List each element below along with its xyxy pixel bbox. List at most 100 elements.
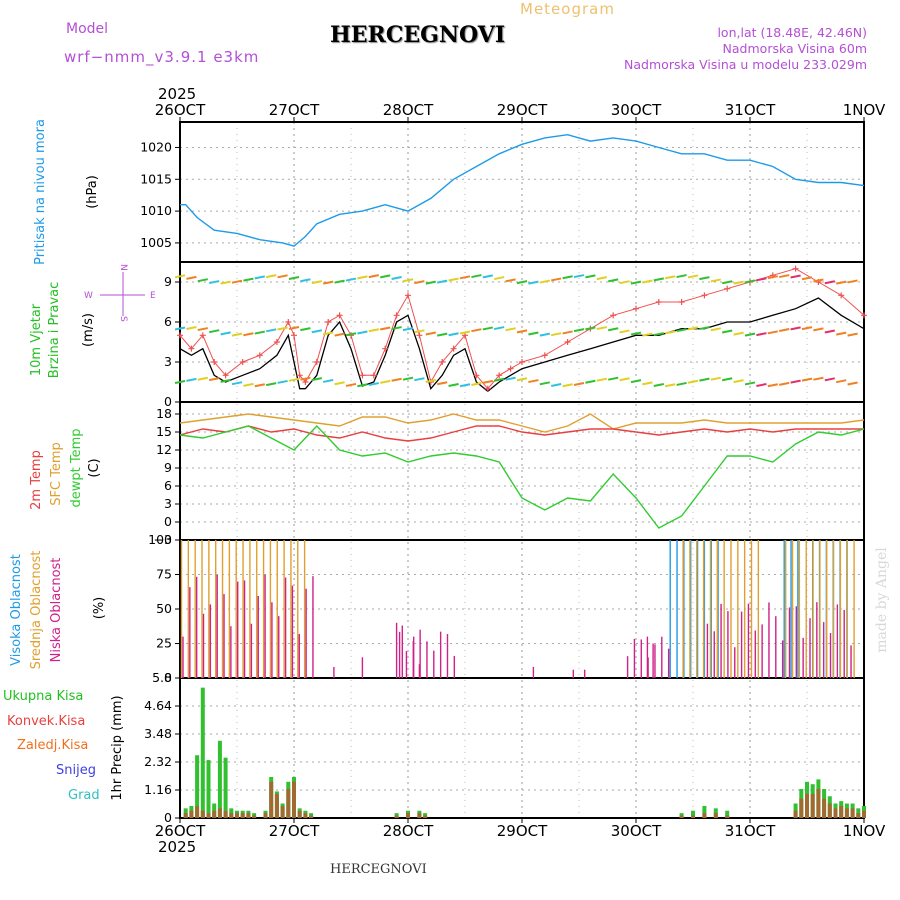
wind-direction-arrow [539,279,550,284]
precip-conv-bar [274,793,279,818]
wind-axis-label-2: Brzina i Pravac [47,282,62,379]
wind-direction-arrow [288,377,300,382]
wind-direction-arrow [847,279,858,284]
precip-conv-bar [713,813,718,818]
wind-direction-arrow [779,328,790,333]
wind-direction-arrow [300,278,311,283]
y-tick-label: 6 [164,478,172,493]
wind-direction-arrow [174,326,186,331]
wind-direction-arrow [779,381,790,386]
wind-direction-arrow [448,332,459,337]
gust-marker [507,365,514,372]
wind-direction-arrow [676,381,687,386]
wind-direction-arrow [562,383,573,388]
wind-direction-arrow [744,279,756,284]
wind-direction-arrow [710,376,721,381]
precip-conv-bar [679,815,684,818]
wind-direction-arrow [197,278,208,283]
wind-direction-arrow [813,376,824,381]
y-tick-label: 9 [164,460,172,475]
wind-direction-arrow [494,377,505,382]
wind-direction-arrow [220,378,231,383]
wind-direction-arrow [174,380,186,384]
pressure-line [180,133,864,247]
wind-direction-arrow [277,274,288,279]
wind-direction-arrow [756,277,767,282]
wind-direction-arrow [722,377,733,382]
precip-conv-bar [206,813,211,818]
wind-direction-arrow [494,326,505,331]
wind-direction-arrow [699,276,710,281]
wind-direction-arrow [642,381,653,386]
gust-marker [450,345,457,352]
precip-unit-label: 1hr Precip (mm) [110,695,125,800]
wind-direction-arrow [596,276,607,281]
wind-direction-arrow [687,326,699,331]
gust-marker [336,312,343,319]
wind-direction-arrow [186,377,197,382]
y-tick-label: 12 [156,442,172,457]
pressure-axis-label: Pritisak na nivou mora [33,119,48,265]
wind-direction-arrow [311,329,322,334]
wind-direction-arrow [471,274,482,279]
wind-direction-arrow [642,279,653,284]
wind-direction-arrow [516,377,528,382]
y-tick-label: 1020 [140,139,172,154]
precip-conv-bar [691,815,695,818]
gust-marker [325,319,332,325]
y-tick-label: 4.64 [144,698,172,713]
wind-direction-arrow [767,330,778,335]
wind-direction-arrow [710,278,721,283]
wind-direction-arrow [756,332,767,337]
wind-direction-arrow [380,274,391,279]
wind-direction-arrow [813,278,824,283]
date-label-bottom: 31OCT [725,822,776,840]
year-top: 2025 [158,85,196,103]
wind-direction-arrow [323,331,334,336]
gust-marker [633,305,639,312]
wind-direction-arrow [516,329,528,334]
y-tick-label: 15 [156,424,172,439]
pressure-unit-label: (hPa) [85,175,100,209]
date-label-top: 26OCT [155,101,206,119]
wind-direction-arrow [836,379,847,384]
date-label-top: 27OCT [269,101,320,119]
gust-marker [496,372,503,379]
wind-direction-arrow [391,377,402,382]
wind-direction-arrow [231,332,243,337]
wind-direction-arrow [459,275,471,280]
wind-direction-arrow [209,329,220,334]
meteogram-label: Meteogram [520,0,615,18]
precip-conv-bar [212,810,217,818]
wind-direction-arrow [231,279,243,284]
wind-direction-arrow [345,382,357,387]
wind-direction-arrow [630,280,642,285]
y-tick-label: 75 [156,567,172,582]
gust-marker [359,372,366,379]
precip-conv-bar [725,815,730,818]
wind-direction-arrow [585,274,596,279]
wind-direction-arrow [357,383,368,388]
gust-marker [484,385,491,392]
year-bottom: 2025 [158,838,196,856]
precip-conv-bar [189,810,194,818]
gust-marker [211,359,218,365]
y-tick-label: 18 [156,406,172,421]
precip-total-bar [217,740,222,818]
precip-conv-bar [844,808,849,818]
gust-marker [792,265,799,272]
wind-direction-arrow [767,383,778,388]
wind-direction-arrow [619,280,630,285]
wind-direction-arrow [653,277,664,282]
y-tick-label: 3.48 [144,726,172,741]
wind-direction-arrow [197,376,208,381]
wind-direction-arrow [596,326,607,331]
gust-marker [393,312,400,319]
gust-marker [188,345,195,352]
wind-direction-arrow [676,274,687,279]
wind-direction-arrow [380,379,391,384]
wind-direction-arrow [437,279,448,284]
wind-direction-arrow [824,329,835,334]
y-tick-label: 1.16 [144,782,172,797]
wind-direction-arrow [573,274,585,279]
